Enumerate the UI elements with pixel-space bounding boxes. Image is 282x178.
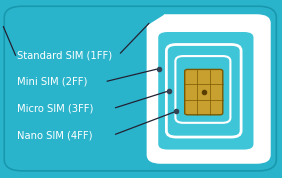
FancyBboxPatch shape	[147, 14, 271, 164]
Text: Micro SIM (3FF): Micro SIM (3FF)	[17, 104, 93, 114]
FancyBboxPatch shape	[175, 56, 230, 123]
FancyBboxPatch shape	[166, 44, 241, 137]
Text: Standard SIM (1FF): Standard SIM (1FF)	[17, 50, 112, 60]
Polygon shape	[147, 14, 164, 25]
FancyBboxPatch shape	[185, 69, 223, 115]
Text: Mini SIM (2FF): Mini SIM (2FF)	[17, 77, 87, 87]
FancyBboxPatch shape	[157, 30, 255, 151]
FancyBboxPatch shape	[4, 6, 276, 171]
Text: Nano SIM (4FF): Nano SIM (4FF)	[17, 130, 92, 140]
